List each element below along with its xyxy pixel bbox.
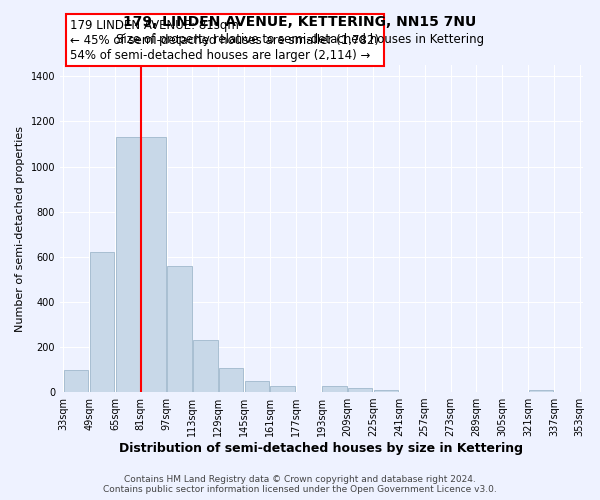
X-axis label: Distribution of semi-detached houses by size in Kettering: Distribution of semi-detached houses by … [119, 442, 523, 455]
Bar [529, 390, 553, 392]
Bar [167, 266, 192, 392]
Y-axis label: Number of semi-detached properties: Number of semi-detached properties [15, 126, 25, 332]
Text: Contains HM Land Registry data © Crown copyright and database right 2024.
Contai: Contains HM Land Registry data © Crown c… [103, 474, 497, 494]
Bar [245, 381, 269, 392]
Text: 179 LINDEN AVENUE: 81sqm
← 45% of semi-detached houses are smaller (1,782)
54% o: 179 LINDEN AVENUE: 81sqm ← 45% of semi-d… [70, 18, 379, 62]
Bar [116, 137, 140, 392]
Bar [193, 340, 218, 392]
Bar [142, 137, 166, 392]
Text: 179, LINDEN AVENUE, KETTERING, NN15 7NU: 179, LINDEN AVENUE, KETTERING, NN15 7NU [124, 15, 476, 29]
Text: Size of property relative to semi-detached houses in Kettering: Size of property relative to semi-detach… [116, 32, 484, 46]
Bar [219, 368, 244, 392]
Bar [374, 390, 398, 392]
Bar [348, 388, 373, 392]
Bar [271, 386, 295, 392]
Bar [64, 370, 88, 392]
Bar [90, 252, 114, 392]
Bar [322, 386, 347, 392]
